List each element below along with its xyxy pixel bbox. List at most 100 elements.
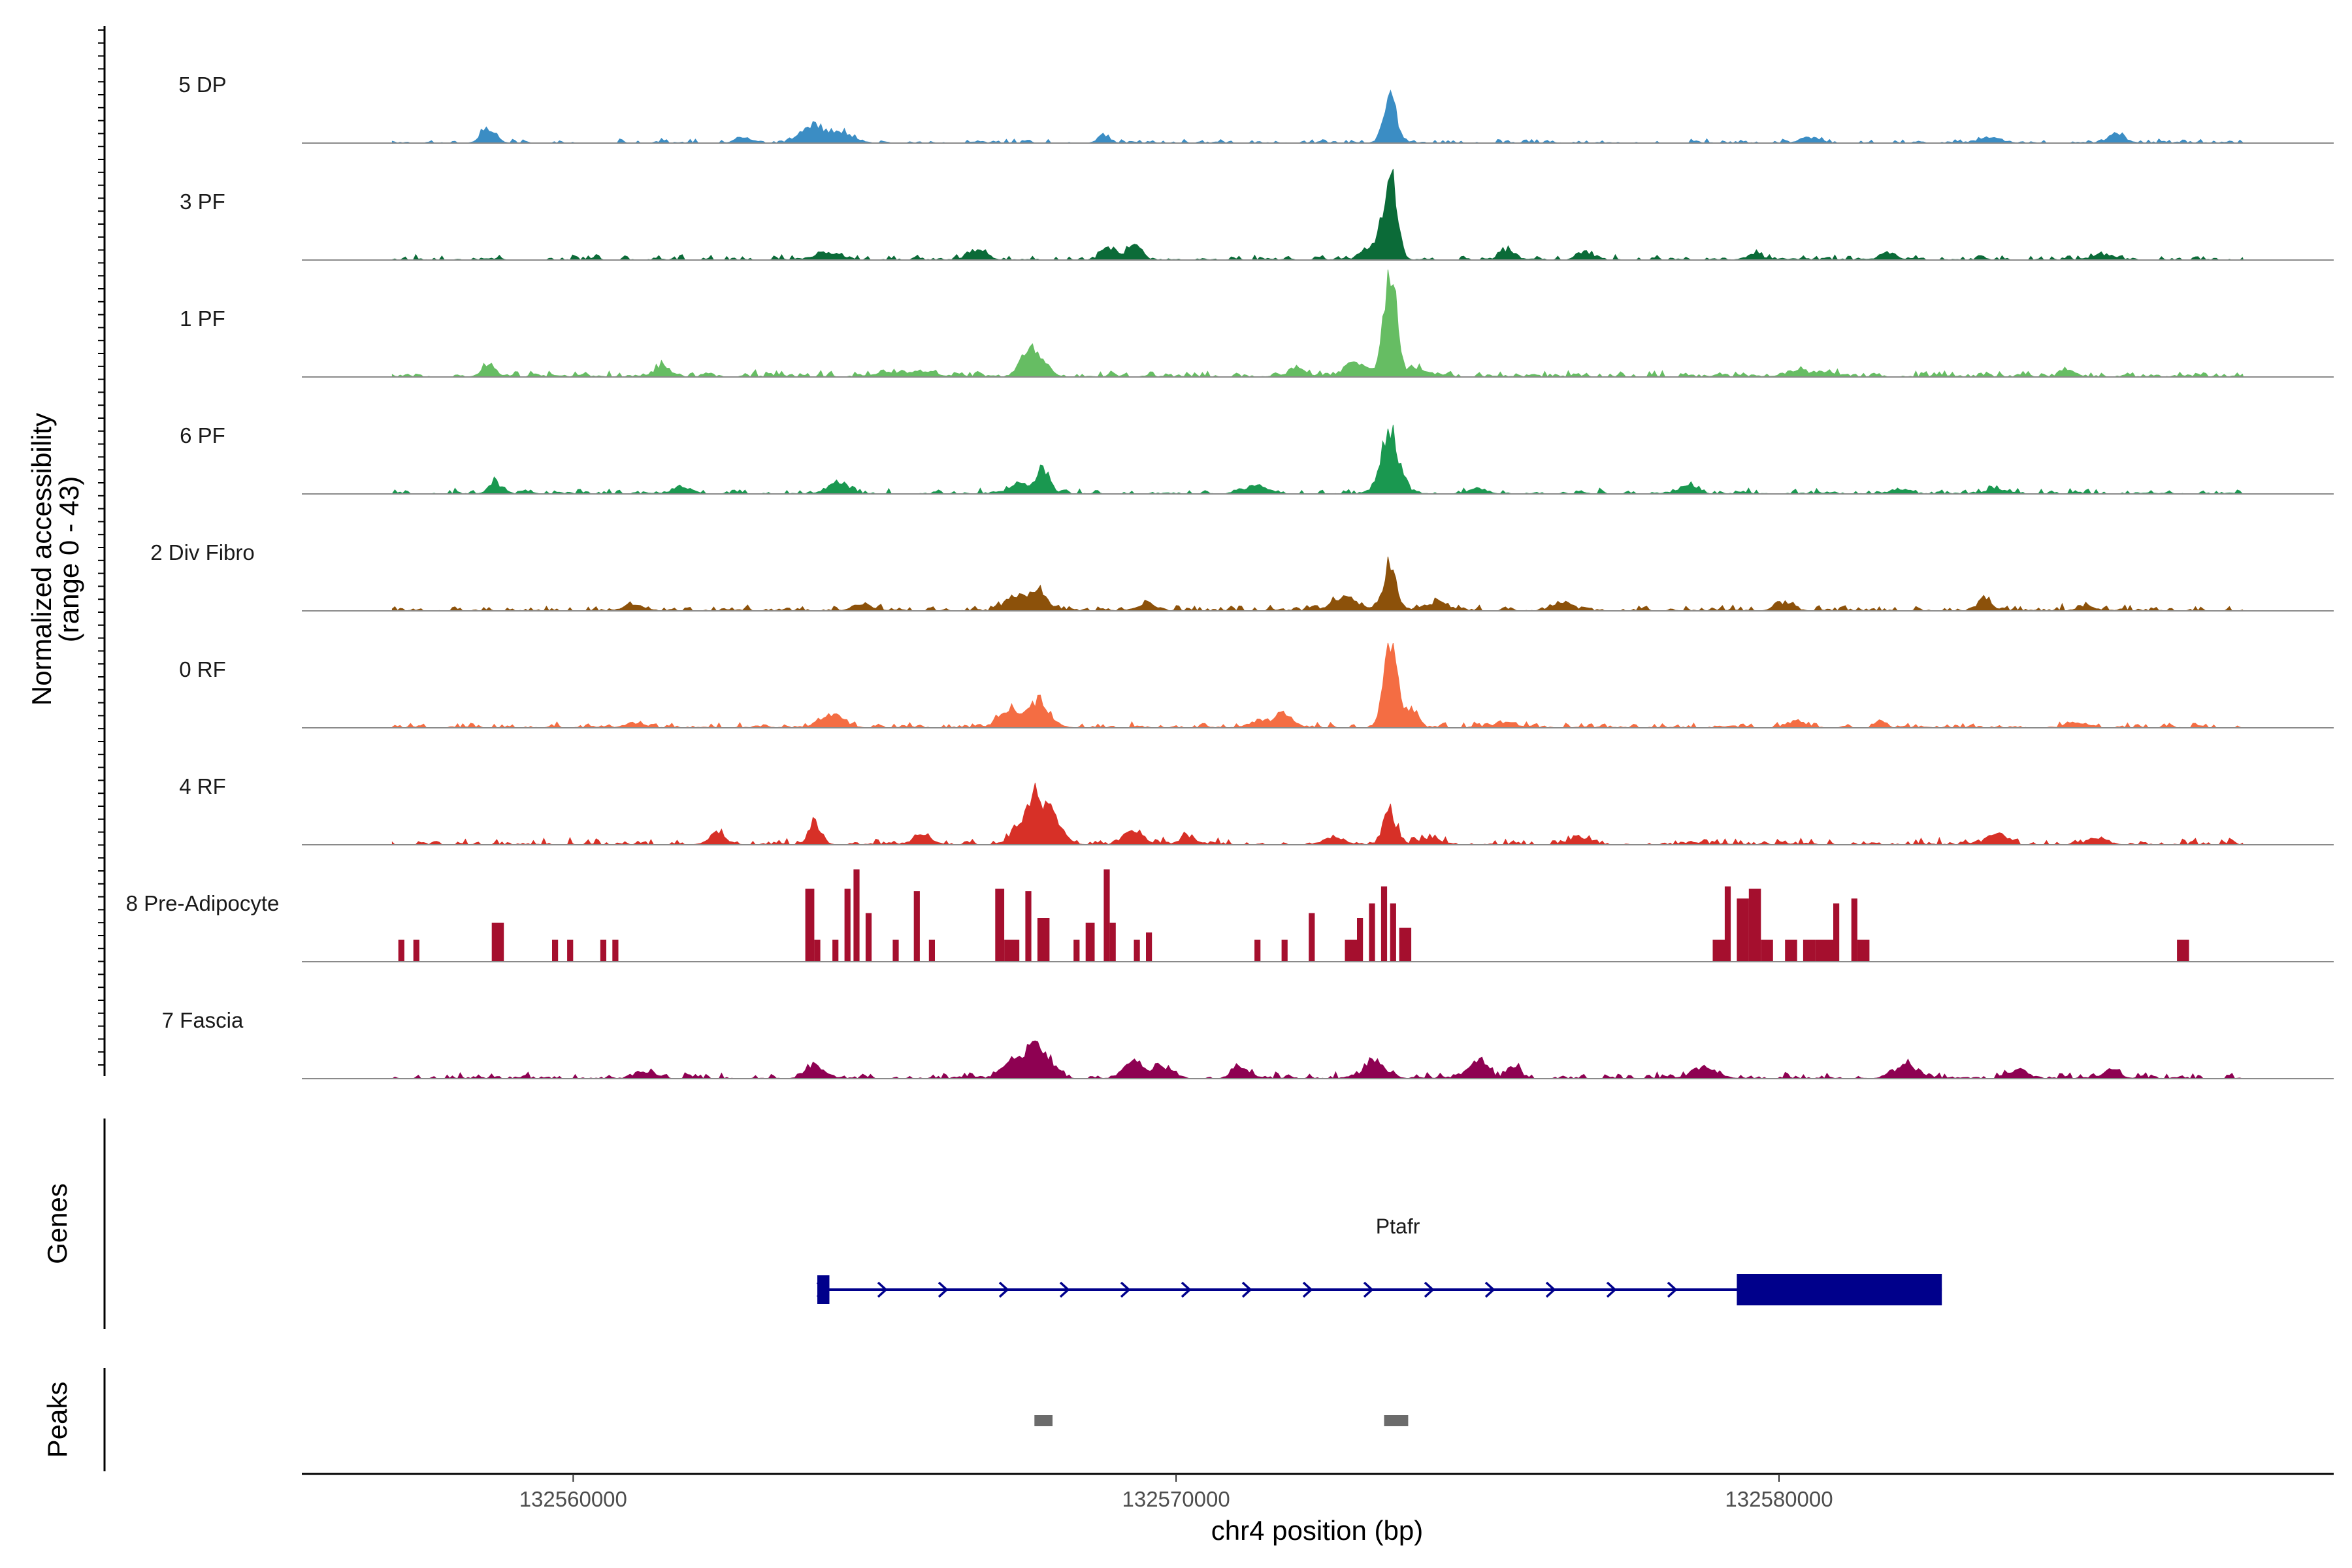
track-label: 4 RF (179, 774, 226, 798)
strand-arrow (1363, 1281, 1374, 1298)
accessibility-bar (1737, 898, 1749, 962)
accessibility-bar (1857, 939, 1870, 962)
x-tick-label: 132580000 (1725, 1487, 1833, 1511)
accessibility-bar (600, 939, 606, 962)
x-tick-label: 132570000 (1122, 1487, 1230, 1511)
track-label: 6 PF (180, 423, 225, 448)
strand-arrow (877, 1281, 888, 1298)
accessibility-bar (1833, 903, 1840, 962)
coverage-track: 7 Fascia (162, 1008, 2334, 1079)
accessibility-bar (1004, 939, 1020, 962)
accessibility-bar (1851, 898, 1857, 962)
coverage-area (391, 269, 2244, 378)
strand-arrow (1241, 1281, 1252, 1298)
coverage-area (391, 642, 2244, 728)
accessibility-bar (805, 889, 815, 962)
accessibility-bar (1073, 939, 1080, 962)
coverage-track: 6 PF (180, 423, 2334, 495)
track-label: 2 Div Fibro (150, 540, 255, 564)
accessibility-bar (1134, 939, 1140, 962)
accessibility-bar (567, 939, 574, 962)
y-axis-range: (range 0 - 43) (54, 476, 84, 642)
peak-region (1034, 1415, 1053, 1426)
coverage-area (391, 90, 2244, 144)
strand-arrow (938, 1281, 949, 1298)
x-tick-label: 132560000 (519, 1487, 627, 1511)
accessibility-bar (1399, 927, 1412, 962)
gene-exon (1737, 1274, 1942, 1305)
accessibility-bar (844, 889, 851, 962)
coverage-track: 8 Pre-Adipocyte (126, 869, 2334, 962)
strand-arrow (1059, 1281, 1070, 1298)
strand-arrow (1545, 1281, 1556, 1298)
accessibility-bar (865, 913, 872, 962)
accessibility-bar (892, 939, 899, 962)
accessibility-bar (552, 939, 559, 962)
accessibility-bar (2177, 939, 2189, 962)
accessibility-bar (1254, 939, 1261, 962)
x-axis-title: chr4 position (bp) (1211, 1515, 1424, 1546)
accessibility-bar (612, 939, 619, 962)
accessibility-bar (853, 869, 860, 962)
accessibility-bar (1803, 939, 1816, 962)
gene-exon (817, 1275, 830, 1304)
peaks-panel-label: Peaks (42, 1382, 73, 1458)
coverage-tracks: 5 DP 3 PF 1 PF 6 PF 2 Div Fibro 0 RF 4 RF 8 Pre… (126, 73, 2334, 1079)
accessibility-bar (1281, 939, 1288, 962)
accessibility-bar (913, 891, 920, 962)
accessibility-bar (1815, 939, 1834, 962)
accessibility-bar (413, 939, 419, 962)
genes-panel-label: Genes (42, 1183, 73, 1264)
accessibility-bar (1309, 913, 1315, 962)
accessibility-bar (1037, 918, 1050, 962)
accessibility-bar (1025, 891, 1032, 962)
accessibility-bar (491, 923, 504, 962)
accessibility-bar (1103, 869, 1110, 962)
coverage-track: 3 PF (180, 169, 2334, 261)
accessibility-bar (1085, 923, 1095, 962)
peak-region (1384, 1415, 1409, 1426)
accessibility-bar (1761, 939, 1773, 962)
coverage-track: 4 RF (179, 774, 2334, 845)
track-label: 0 RF (179, 657, 226, 681)
strand-arrow (1302, 1281, 1313, 1298)
gene-label: Ptafr (1376, 1215, 1420, 1238)
y-axis-title: Normalized accessibility (26, 413, 57, 706)
accessibility-bar (1357, 918, 1364, 962)
gene-annotation: Ptafr (816, 1215, 1942, 1305)
accessibility-bar (814, 939, 821, 962)
coverage-track: 0 RF (179, 642, 2334, 728)
accessibility-bar (1109, 923, 1116, 962)
coverage-area (391, 169, 2244, 261)
track-label: 7 Fascia (162, 1008, 244, 1032)
track-label: 8 Pre-Adipocyte (126, 891, 280, 915)
peaks-annotation (1034, 1415, 1409, 1426)
strand-arrow (816, 1281, 827, 1298)
accessibility-bar (1380, 886, 1388, 962)
strand-arrow (998, 1281, 1009, 1298)
coverage-track: 2 Div Fibro (150, 540, 2334, 612)
accessibility-bar (832, 939, 839, 962)
accessibility-bar (1390, 903, 1396, 962)
accessibility-bar (928, 939, 935, 962)
strand-arrow (1181, 1281, 1192, 1298)
track-label: 5 DP (178, 73, 226, 97)
accessibility-y-axis (98, 26, 106, 1076)
strand-arrow (1120, 1281, 1131, 1298)
coverage-area (391, 425, 2244, 495)
strand-arrow (1667, 1281, 1678, 1298)
accessibility-bar (1369, 903, 1375, 962)
coverage-area (391, 783, 2244, 845)
strand-arrow (1484, 1281, 1495, 1298)
accessibility-bar (1785, 939, 1797, 962)
coverage-track: 5 DP (178, 73, 2334, 144)
accessibility-bar (1146, 932, 1152, 962)
genomic-x-axis: 132560000 132570000 132580000 (302, 1473, 2334, 1511)
accessibility-bar (1748, 889, 1761, 962)
strand-arrow (1424, 1281, 1435, 1298)
strand-arrow (1606, 1281, 1617, 1298)
accessibility-bar (1345, 939, 1357, 962)
accessibility-bar (995, 889, 1005, 962)
coverage-area (391, 556, 2244, 612)
